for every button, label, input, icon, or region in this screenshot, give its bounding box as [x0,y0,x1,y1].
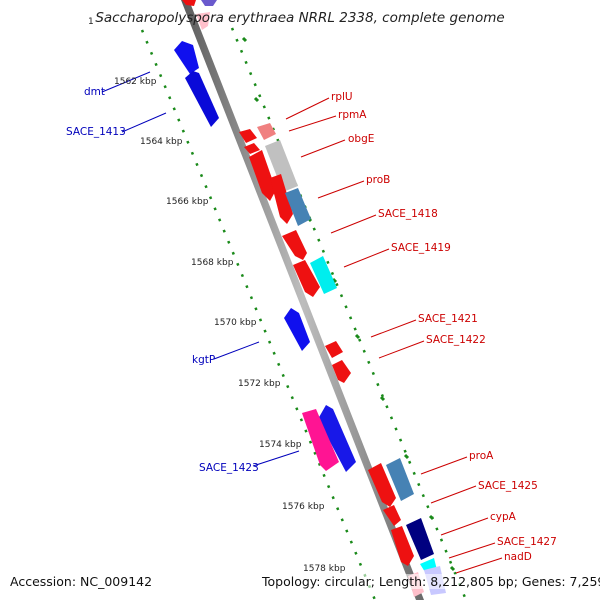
gene-top-blue [201,0,217,6]
gene-label-sace-1425: SACE_1425 [478,480,538,492]
gene-cypa-navy [406,518,434,560]
ruler-tick-label: 1564 kbp [140,137,183,147]
gene-proa-steel [386,458,414,501]
gene-obge[interactable] [249,150,276,201]
gene-sace-1422[interactable] [332,360,351,383]
gene-label-proa: proA [469,450,494,462]
gene-prob[interactable] [270,174,293,224]
gene-label-prob: proB [366,174,390,186]
label-leader-lines [101,71,503,574]
gene-label-sace-1422: SACE_1422 [426,334,486,346]
ruler-tick-label: 1578 kbp [303,564,346,574]
gene-dmt[interactable] [174,41,199,74]
reverse-gene-labels: dmt SACE_1413 kgtP SACE_1423 [66,86,259,474]
genome-backbone [181,0,424,600]
ruler-tick-label: 1574 kbp [259,440,302,450]
genome-title: Saccharopolyspora erythraea NRRL 2338, c… [95,10,505,26]
ruler-tick-label: 1572 kbp [238,379,281,389]
gene-label-rplu: rplU [331,91,353,103]
forward-gene-labels: rplU rpmA obgE proB SACE_1418 SACE_1419 SACE_1… [331,91,557,563]
gene-sace-1423[interactable] [318,405,356,472]
gene-label-sace-1413: SACE_1413 [66,126,126,138]
gene-label-obge: obgE [348,133,374,145]
gene-top-pink [196,12,210,30]
forward-genes [182,0,446,597]
gene-sace-1418[interactable] [282,230,307,260]
gene-label-dmt: dmt [84,86,105,98]
genome-info-text: Topology: circular; Length: 8,212,805 bp… [262,574,600,589]
ruler-tick-label: 1566 kbp [166,197,209,207]
gene-sace-1418-steel [285,188,311,226]
gene-pink-1 [302,409,339,471]
gene-rpma[interactable] [244,143,260,154]
gene-label-sace-1418: SACE_1418 [378,208,438,220]
gene-sace-1419[interactable] [293,260,320,297]
gene-label-sace-1419: SACE_1419 [391,242,451,254]
gene-rplu-rna [257,123,276,140]
reverse-genes [174,0,356,472]
ruler-tick-label: 1562 kbp [114,77,157,87]
gene-label-nadd: nadD [504,551,532,563]
gene-cypa[interactable] [391,526,414,566]
accession-text: Accession: NC_009142 [10,574,153,589]
gene-sace-1413[interactable] [185,71,219,127]
gene-top-red [182,0,196,6]
gene-rplu[interactable] [239,129,257,143]
gene-label-kgtp: kgtP [192,354,215,366]
gene-kgtp[interactable] [284,308,310,351]
gene-proa[interactable] [368,463,396,507]
start-position-label: 1 [88,17,94,27]
gene-label-sace-1423: SACE_1423 [199,462,259,474]
gene-sace-1425[interactable] [383,505,401,526]
gene-label-sace-1427: SACE_1427 [497,536,557,548]
gene-sace-1419-cyan [310,256,337,294]
ruler-tick-label: 1576 kbp [282,502,325,512]
gene-obge-gray [265,140,298,192]
gene-label-rpma: rpmA [338,109,367,121]
genome-info-container: Topology: circular; Length: 8,212,805 bp… [262,574,600,589]
ruler-tick-labels: 1562 kbp 1564 kbp 1566 kbp 1568 kbp 1570 kbp… [114,77,346,574]
gene-label-cypa: cypA [490,511,517,523]
gene-sace-1421[interactable] [325,341,343,358]
gene-label-sace-1421: SACE_1421 [418,313,478,325]
ruler-tick-label: 1570 kbp [214,318,257,328]
ruler-tick-label: 1568 kbp [191,258,234,268]
